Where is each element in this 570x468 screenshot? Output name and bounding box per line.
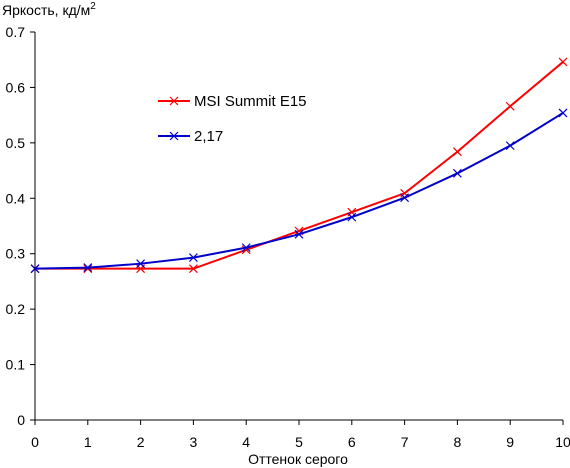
- series-1-point: [452, 147, 462, 157]
- series-2-point: [136, 259, 146, 269]
- y-axis-title: Яркость, кд/м2: [2, 1, 96, 18]
- series-2-point: [400, 193, 410, 203]
- x-tick-label: 3: [190, 434, 198, 450]
- y-tick-label: 0.3: [6, 246, 26, 262]
- series-2-point: [452, 168, 462, 178]
- x-tick-label: 1: [84, 434, 92, 450]
- y-tick-label: 0.2: [6, 301, 26, 317]
- series-2-point: [30, 264, 40, 274]
- series-2-point: [83, 263, 93, 272]
- legend-item: 2,17: [158, 128, 223, 145]
- x-tick-label: 9: [506, 434, 514, 450]
- series-2-point: [347, 212, 357, 222]
- series-2-point: [241, 243, 251, 253]
- x-tick-label: 4: [242, 434, 250, 450]
- legend: MSI Summit E15 2,17: [158, 93, 307, 145]
- x-tick-label: 2: [137, 434, 145, 450]
- series-1-point: [188, 264, 198, 274]
- x-tick-label: 8: [454, 434, 462, 450]
- x-tick-label: 7: [401, 434, 409, 450]
- y-tick-label: 0.4: [6, 190, 26, 206]
- y-axis-title-text: Яркость, кд/м: [2, 2, 90, 18]
- y-tick-label: 0.1: [6, 357, 26, 373]
- series-2-point: [505, 141, 515, 151]
- series-layer: [30, 57, 568, 274]
- y-ticks: 0 0.1 0.2 0.3 0.4 0.5 0.6 0.7: [6, 24, 35, 428]
- x-tick-label: 10: [555, 434, 570, 450]
- x-tick-label: 0: [31, 434, 39, 450]
- legend-label: MSI Summit E15: [194, 93, 307, 110]
- legend-label: 2,17: [194, 128, 223, 145]
- series-1-point: [505, 101, 515, 111]
- series-2-point: [188, 253, 198, 263]
- y-tick-label: 0: [17, 412, 25, 428]
- x-ticks: 0 1 2 3 4 5 6 7 8 9 10: [31, 420, 570, 450]
- y-axis-title-superscript: 2: [90, 1, 96, 12]
- axes: [34, 32, 563, 421]
- series-2-point: [294, 229, 304, 239]
- series-1-point: [558, 57, 568, 67]
- series-1-point: [83, 264, 93, 274]
- legend-item: MSI Summit E15: [158, 93, 307, 110]
- x-tick-label: 6: [348, 434, 356, 450]
- y-tick-label: 0.7: [6, 24, 26, 40]
- y-tick-label: 0.5: [6, 135, 26, 151]
- x-axis-title: Оттенок серого: [248, 451, 348, 467]
- y-tick-label: 0.6: [6, 79, 26, 95]
- series-2-point: [558, 108, 568, 118]
- series-2-line: [34, 112, 564, 270]
- x-tick-label: 5: [295, 434, 303, 450]
